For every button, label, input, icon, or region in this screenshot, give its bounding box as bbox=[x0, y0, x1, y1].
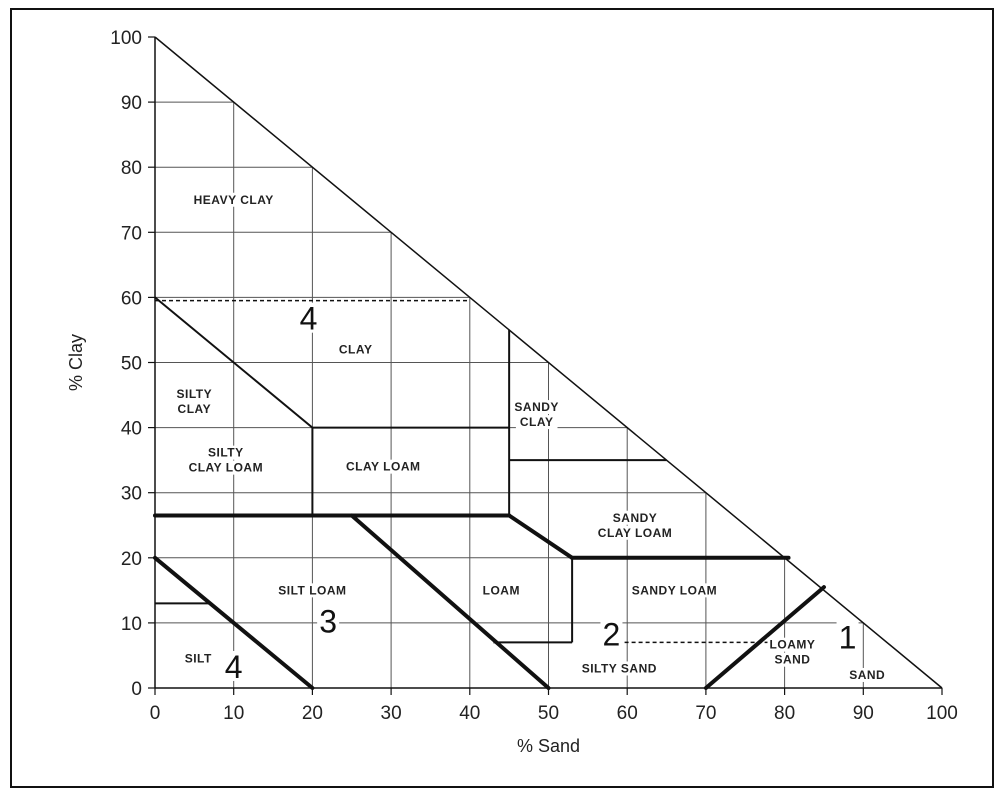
y-axis-label: % Clay bbox=[66, 334, 86, 391]
region-label-text: SANDY LOAM bbox=[632, 583, 717, 597]
region-label-text: SILTY bbox=[208, 446, 244, 460]
region-label-text: LOAMY bbox=[770, 638, 816, 652]
region-label-backing bbox=[184, 460, 268, 475]
region-label-text: SILTY bbox=[177, 387, 213, 401]
y-tick-label: 70 bbox=[121, 223, 142, 244]
region-label-backing bbox=[334, 342, 377, 357]
zone-number-backing bbox=[297, 302, 320, 333]
y-tick-label: 30 bbox=[121, 484, 142, 505]
region-label: SILTY SAND bbox=[573, 661, 666, 676]
y-tick-label: 40 bbox=[121, 419, 142, 440]
zone-number-label: 3 bbox=[319, 603, 337, 639]
region-label-backing bbox=[593, 525, 677, 540]
zone-number-label: 4 bbox=[300, 301, 318, 337]
region-label-text: SAND bbox=[849, 668, 885, 682]
zone-number-backing bbox=[317, 605, 340, 636]
region-label: SAND bbox=[846, 667, 889, 682]
region-label-text: SAND bbox=[774, 653, 810, 667]
zone-number-label: 1 bbox=[839, 620, 857, 656]
region-label-text: CLAY LOAM bbox=[189, 461, 264, 475]
y-tick-label: 90 bbox=[121, 93, 142, 114]
thick-boundary-line bbox=[507, 513, 575, 560]
region-label-backing bbox=[480, 583, 523, 598]
thick-boundary-line bbox=[153, 555, 315, 690]
y-tick-label: 10 bbox=[121, 614, 142, 635]
zone-number-backing bbox=[222, 650, 245, 681]
region-label-backing bbox=[341, 459, 426, 474]
region-label-backing bbox=[771, 652, 814, 667]
region-label: CLAY bbox=[334, 342, 377, 357]
region-label-text: CLAY LOAM bbox=[346, 460, 421, 474]
y-tick-label: 0 bbox=[131, 679, 142, 700]
y-tick-label: 80 bbox=[121, 158, 142, 179]
thin-boundary-line bbox=[154, 296, 314, 429]
thick-boundary-line bbox=[703, 585, 826, 690]
region-label-text: CLAY LOAM bbox=[598, 526, 673, 540]
region-label-text: HEAVY CLAY bbox=[194, 193, 274, 207]
thick-boundary-line bbox=[349, 513, 551, 690]
y-tick-label: 100 bbox=[110, 28, 142, 49]
region-label: CLAY LOAM bbox=[341, 459, 426, 474]
x-tick-label: 30 bbox=[381, 703, 402, 724]
hypotenuse-line bbox=[154, 36, 943, 689]
zone-number-label: 2 bbox=[603, 616, 621, 652]
region-label: HEAVY CLAY bbox=[187, 192, 280, 207]
region-label-backing bbox=[270, 583, 355, 598]
region-label-backing bbox=[515, 415, 558, 430]
region-label-text: CLAY bbox=[339, 342, 373, 356]
region-label-backing bbox=[200, 445, 251, 460]
region-label-text: CLAY bbox=[520, 415, 554, 429]
x-tick-label: 50 bbox=[538, 703, 559, 724]
region-label-text: SILT LOAM bbox=[278, 583, 346, 597]
region-label-text: CLAY bbox=[178, 402, 212, 416]
x-tick-label: 80 bbox=[774, 703, 795, 724]
axes: 0 10 20 30 40 50 60 70 80 90 100 0 10 20 30 40 50 60 70 80 9… bbox=[110, 28, 958, 724]
x-tick-label: 20 bbox=[302, 703, 323, 724]
region-label-backing bbox=[628, 583, 721, 598]
region-label-text: SANDY bbox=[613, 511, 658, 525]
region-label-backing bbox=[169, 387, 220, 402]
region-label: SILT bbox=[177, 651, 220, 666]
x-tick-label: 100 bbox=[926, 703, 958, 724]
region-label-text: SILT bbox=[185, 652, 212, 666]
x-tick-label: 60 bbox=[617, 703, 638, 724]
region-label-backing bbox=[767, 637, 818, 652]
x-axis-label: % Sand bbox=[517, 736, 580, 756]
region-label: SILT LOAM bbox=[270, 583, 355, 598]
y-tick-label: 50 bbox=[121, 354, 142, 375]
x-tick-label: 40 bbox=[459, 703, 480, 724]
x-tick-label: 70 bbox=[695, 703, 716, 724]
region-label-backing bbox=[173, 402, 216, 417]
region-label-text: SILTY SAND bbox=[582, 661, 657, 675]
region-label-backing bbox=[610, 510, 661, 525]
region-label-text: SANDY bbox=[514, 400, 559, 414]
region-label: LOAM bbox=[480, 583, 523, 598]
region-label-text: LOAM bbox=[483, 583, 520, 597]
region-label-backing bbox=[573, 661, 666, 676]
region-label-backing bbox=[177, 651, 220, 666]
region-label: SANDY LOAM bbox=[628, 583, 721, 598]
x-tick-label: 90 bbox=[853, 703, 874, 724]
zone-number-backing bbox=[600, 618, 623, 649]
class-boundaries bbox=[153, 296, 826, 690]
y-tick-label: 20 bbox=[121, 549, 142, 570]
zone-number-label: 4 bbox=[225, 649, 243, 685]
region-label-backing bbox=[187, 192, 280, 207]
region-label-backing bbox=[511, 400, 562, 415]
y-tick-label: 60 bbox=[121, 288, 142, 309]
region-label-backing bbox=[846, 667, 889, 682]
x-tick-label: 10 bbox=[223, 703, 244, 724]
x-tick-label: 0 bbox=[150, 703, 161, 724]
zone-number-backing bbox=[836, 621, 859, 652]
